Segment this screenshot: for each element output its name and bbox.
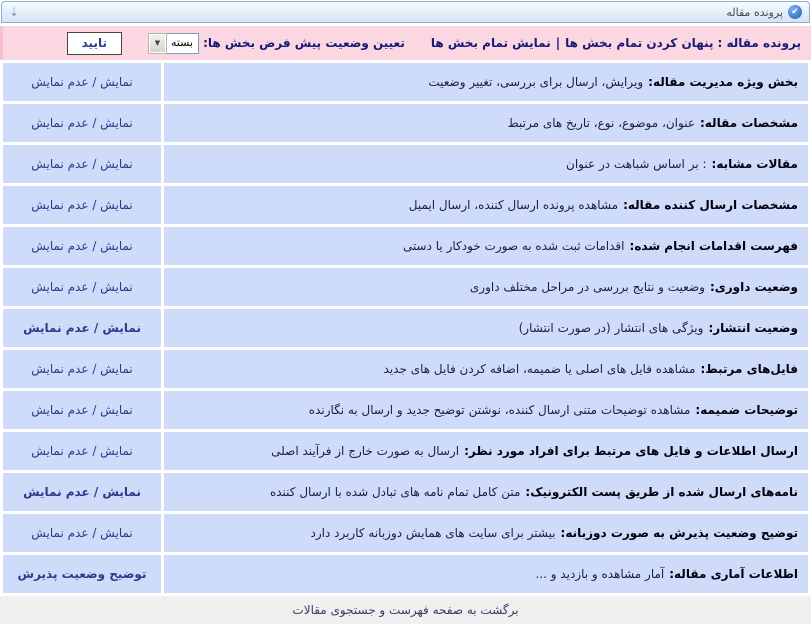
section-toggle-cell: نمایش / عدم نمایش [3, 432, 161, 470]
section-desc: : بر اساس شباهت در عنوان [566, 157, 707, 171]
section-description-cell: ارسال اطلاعات و فایل های مرتبط برای افرا… [164, 432, 808, 470]
toggle-visibility-link[interactable]: نمایش / عدم نمایش [31, 198, 133, 212]
section-desc: آمار مشاهده و بازدید و ... [535, 567, 665, 581]
section-toggle-cell: نمایش / عدم نمایش [3, 145, 161, 183]
section-description-cell: بخش ویژه مدیریت مقاله: ویرایش، ارسال برا… [164, 63, 808, 101]
chevron-down-icon[interactable]: ▼ [147, 32, 167, 54]
toggle-visibility-link[interactable]: نمایش / عدم نمایش [31, 157, 133, 171]
toggle-visibility-link[interactable]: نمایش / عدم نمایش [31, 280, 133, 294]
section-title: وضعیت انتشار: [708, 321, 798, 335]
toolbar-title-label: پرونده مقاله : [717, 36, 801, 50]
section-toggle-cell: نمایش / عدم نمایش [3, 63, 161, 101]
section-title: نامه‌های ارسال شده از طریق پست الکترونیک… [525, 485, 798, 499]
section-desc: مشاهده پرونده ارسال کننده، ارسال ایمیل [408, 198, 619, 212]
section-desc: اقدامات ثبت شده به صورت خودکار یا دستی [402, 239, 625, 253]
default-status-label: تعیین وضعیت پیش فرض بخش ها: [203, 36, 405, 50]
sections-toolbar: پرونده مقاله : پنهان کردن تمام بخش ها | … [0, 26, 811, 60]
toggle-visibility-link[interactable]: نمایش / عدم نمایش [23, 321, 141, 335]
table-row: بخش ویژه مدیریت مقاله: ویرایش، ارسال برا… [3, 63, 808, 101]
section-description-cell: توضیح وضعیت پذیرش به صورت دوزبانه: بیشتر… [164, 514, 808, 552]
section-description-cell: مشخصات مقاله: عنوان، موضوع، نوع، تاریخ ه… [164, 104, 808, 142]
section-toggle-cell: نمایش / عدم نمایش [3, 350, 161, 388]
section-desc: بیشتر برای سایت های همایش دوزبانه کاربرد… [310, 526, 556, 540]
page-title: پرونده مقاله [726, 5, 783, 19]
section-toggle-cell: نمایش / عدم نمایش [3, 391, 161, 429]
table-row: وضعیت داوری: وضعیت و نتایج بررسی در مراح… [3, 268, 808, 306]
toggle-visibility-link[interactable]: نمایش / عدم نمایش [31, 444, 133, 458]
table-row: فهرست اقدامات انجام شده: اقدامات ثبت شده… [3, 227, 808, 265]
table-row: وضعیت انتشار: ویژگی های انتشار (در صورت … [3, 309, 808, 347]
section-description-cell: وضعیت انتشار: ویژگی های انتشار (در صورت … [164, 309, 808, 347]
toggle-visibility-link[interactable]: توضیح وضعیت پذیرش [17, 567, 147, 581]
section-title: مقالات مشابه: [711, 157, 798, 171]
collapse-arrow-icon[interactable]: ⇣ [9, 5, 20, 19]
default-status-select[interactable]: بسته ▼ [147, 32, 200, 54]
section-desc: مشاهده توضیحات متنی ارسال کننده، نوشتن ت… [308, 403, 691, 417]
table-row: اطلاعات آماری مقاله: آمار مشاهده و بازدی… [3, 555, 808, 593]
section-description-cell: فایل‌های مرتبط: مشاهده فایل های اصلی یا … [164, 350, 808, 388]
section-toggle-cell: توضیح وضعیت پذیرش [3, 555, 161, 593]
sections-table: بخش ویژه مدیریت مقاله: ویرایش، ارسال برا… [3, 63, 808, 593]
section-desc: وضعیت و نتایج بررسی در مراحل مختلف داوری [469, 280, 705, 294]
page-header: ✔ پرونده مقاله ⇣ [1, 1, 810, 23]
link-separator: | [555, 36, 561, 50]
confirm-button[interactable]: تایید [66, 31, 122, 55]
section-description-cell: توضیحات ضمیمه: مشاهده توضیحات متنی ارسال… [164, 391, 808, 429]
section-description-cell: مشخصات ارسال کننده مقاله: مشاهده پرونده … [164, 186, 808, 224]
toggle-visibility-link[interactable]: نمایش / عدم نمایش [31, 116, 133, 130]
section-toggle-cell: نمایش / عدم نمایش [3, 104, 161, 142]
table-row: مشخصات ارسال کننده مقاله: مشاهده پرونده … [3, 186, 808, 224]
section-desc: مشاهده فایل های اصلی یا ضمیمه، اضافه کرد… [383, 362, 696, 376]
section-description-cell: اطلاعات آماری مقاله: آمار مشاهده و بازدی… [164, 555, 808, 593]
toggle-visibility-link[interactable]: نمایش / عدم نمایش [23, 485, 141, 499]
toggle-visibility-link[interactable]: نمایش / عدم نمایش [31, 526, 133, 540]
section-toggle-cell: نمایش / عدم نمایش [3, 268, 161, 306]
section-desc: ویرایش، ارسال برای بررسی، تغییر وضعیت [428, 75, 644, 89]
section-title: وضعیت داوری: [709, 280, 798, 294]
section-title: توضیحات ضمیمه: [695, 403, 798, 417]
page-footer: برگشت به صفحه فهرست و جستجوی مقالات [0, 596, 811, 624]
toggle-visibility-link[interactable]: نمایش / عدم نمایش [31, 75, 133, 89]
toggle-visibility-link[interactable]: نمایش / عدم نمایش [31, 403, 133, 417]
section-toggle-cell: نمایش / عدم نمایش [3, 309, 161, 347]
section-toggle-cell: نمایش / عدم نمایش [3, 514, 161, 552]
section-desc: ویژگی های انتشار (در صورت انتشار) [518, 321, 704, 335]
section-title: فایل‌های مرتبط: [700, 362, 798, 376]
section-description-cell: فهرست اقدامات انجام شده: اقدامات ثبت شده… [164, 227, 808, 265]
section-desc: متن کامل تمام نامه های تبادل شده با ارسا… [269, 485, 521, 499]
table-row: توضیحات ضمیمه: مشاهده توضیحات متنی ارسال… [3, 391, 808, 429]
table-row: مشخصات مقاله: عنوان، موضوع، نوع، تاریخ ه… [3, 104, 808, 142]
section-toggle-cell: نمایش / عدم نمایش [3, 473, 161, 511]
section-title: مشخصات مقاله: [699, 116, 798, 130]
check-icon: ✔ [788, 5, 802, 19]
section-title: اطلاعات آماری مقاله: [669, 567, 798, 581]
table-row: نامه‌های ارسال شده از طریق پست الکترونیک… [3, 473, 808, 511]
section-toggle-cell: نمایش / عدم نمایش [3, 186, 161, 224]
section-desc: ارسال به صورت خارج از فرآیند اصلی [271, 444, 460, 458]
table-row: ارسال اطلاعات و فایل های مرتبط برای افرا… [3, 432, 808, 470]
section-title: توضیح وضعیت پذیرش به صورت دوزبانه: [560, 526, 798, 540]
hide-all-sections-link[interactable]: پنهان کردن تمام بخش ها [565, 36, 714, 50]
section-description-cell: مقالات مشابه: : بر اساس شباهت در عنوان [164, 145, 808, 183]
section-desc: عنوان، موضوع، نوع، تاریخ های مرتبط [507, 116, 695, 130]
section-description-cell: نامه‌های ارسال شده از طریق پست الکترونیک… [164, 473, 808, 511]
toggle-visibility-link[interactable]: نمایش / عدم نمایش [31, 239, 133, 253]
section-title: فهرست اقدامات انجام شده: [629, 239, 798, 253]
section-title: بخش ویژه مدیریت مقاله: [648, 75, 798, 89]
toggle-visibility-link[interactable]: نمایش / عدم نمایش [31, 362, 133, 376]
select-value: بسته [170, 35, 194, 49]
table-row: مقالات مشابه: : بر اساس شباهت در عنوان ن… [3, 145, 808, 183]
section-title: ارسال اطلاعات و فایل های مرتبط برای افرا… [464, 444, 798, 458]
table-row: فایل‌های مرتبط: مشاهده فایل های اصلی یا … [3, 350, 808, 388]
table-row: توضیح وضعیت پذیرش به صورت دوزبانه: بیشتر… [3, 514, 808, 552]
section-title: مشخصات ارسال کننده مقاله: [623, 198, 798, 212]
section-toggle-cell: نمایش / عدم نمایش [3, 227, 161, 265]
show-all-sections-link[interactable]: نمایش تمام بخش ها [430, 36, 551, 50]
section-description-cell: وضعیت داوری: وضعیت و نتایج بررسی در مراح… [164, 268, 808, 306]
back-to-list-link[interactable]: برگشت به صفحه فهرست و جستجوی مقالات [292, 603, 519, 617]
